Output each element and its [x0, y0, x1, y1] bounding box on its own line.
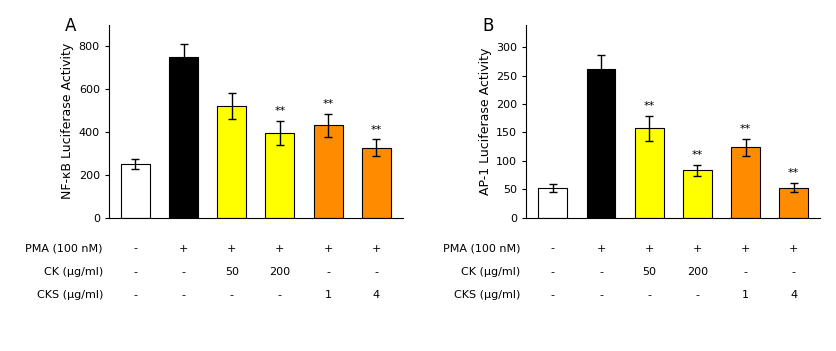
Bar: [682, 171, 711, 218]
Text: -: -: [599, 290, 602, 300]
Text: 1: 1: [324, 290, 331, 300]
Text: -: -: [326, 267, 329, 277]
Text: 1: 1: [742, 290, 748, 300]
Text: -: -: [550, 244, 554, 253]
Bar: [538, 187, 567, 218]
Text: +: +: [644, 244, 653, 253]
Text: -: -: [695, 290, 699, 300]
Text: CK (μg/ml): CK (μg/ml): [43, 267, 103, 277]
Text: -: -: [181, 267, 186, 277]
Y-axis label: AP-1 Luciferase Activity: AP-1 Luciferase Activity: [478, 47, 492, 195]
Text: 50: 50: [641, 267, 655, 277]
Text: -: -: [742, 267, 747, 277]
Text: 4: 4: [372, 290, 380, 300]
Text: +: +: [323, 244, 333, 253]
Text: +: +: [788, 244, 798, 253]
Text: -: -: [133, 290, 137, 300]
Bar: [634, 128, 663, 218]
Text: -: -: [229, 290, 233, 300]
Text: -: -: [374, 267, 378, 277]
Text: CKS (μg/ml): CKS (μg/ml): [453, 290, 520, 300]
Bar: [169, 57, 198, 218]
Text: 4: 4: [789, 290, 797, 300]
Text: **: **: [274, 106, 285, 116]
Text: **: **: [739, 124, 750, 134]
Text: B: B: [482, 17, 493, 35]
Text: -: -: [550, 267, 554, 277]
Bar: [730, 147, 759, 218]
Text: **: **: [691, 150, 702, 160]
Bar: [586, 69, 614, 218]
Text: 200: 200: [686, 267, 707, 277]
Text: -: -: [791, 267, 795, 277]
Text: -: -: [646, 290, 650, 300]
Text: +: +: [275, 244, 284, 253]
Text: **: **: [322, 99, 334, 109]
Text: 200: 200: [269, 267, 290, 277]
Text: +: +: [371, 244, 380, 253]
Text: -: -: [550, 290, 554, 300]
Text: 50: 50: [224, 267, 238, 277]
Text: PMA (100 nM): PMA (100 nM): [25, 244, 103, 253]
Bar: [120, 164, 150, 218]
Text: -: -: [278, 290, 282, 300]
Bar: [314, 125, 342, 218]
Y-axis label: NF-κB Luciferase Activity: NF-κB Luciferase Activity: [61, 43, 74, 199]
Bar: [217, 106, 246, 218]
Text: CKS (μg/ml): CKS (μg/ml): [37, 290, 103, 300]
Text: **: **: [788, 168, 798, 178]
Text: -: -: [599, 267, 602, 277]
Text: A: A: [64, 17, 76, 35]
Text: PMA (100 nM): PMA (100 nM): [442, 244, 520, 253]
Text: **: **: [370, 125, 381, 134]
Text: CK (μg/ml): CK (μg/ml): [461, 267, 520, 277]
Text: +: +: [740, 244, 749, 253]
Text: -: -: [133, 267, 137, 277]
Text: +: +: [692, 244, 701, 253]
Text: +: +: [179, 244, 188, 253]
Bar: [778, 187, 808, 218]
Bar: [265, 133, 294, 218]
Text: **: **: [643, 101, 654, 111]
Bar: [361, 148, 390, 218]
Text: +: +: [227, 244, 236, 253]
Text: -: -: [181, 290, 186, 300]
Text: +: +: [595, 244, 605, 253]
Text: -: -: [133, 244, 137, 253]
